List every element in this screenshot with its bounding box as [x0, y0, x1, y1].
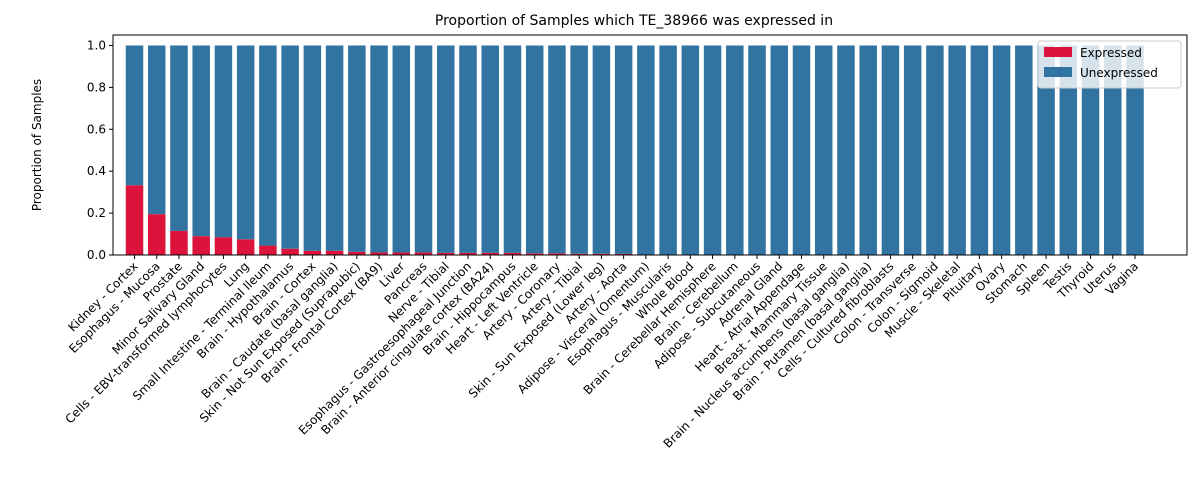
- bar-unexpressed: [192, 45, 210, 237]
- bar-unexpressed: [926, 45, 944, 255]
- bar-unexpressed: [1126, 45, 1144, 255]
- bar-unexpressed: [837, 45, 855, 255]
- bar-unexpressed: [370, 45, 388, 253]
- legend-swatch: [1044, 67, 1072, 77]
- bar-expressed: [325, 250, 344, 255]
- bar-expressed: [525, 253, 544, 255]
- bar-unexpressed: [548, 45, 566, 254]
- bar-unexpressed: [1059, 45, 1078, 255]
- bar-expressed: [303, 250, 322, 255]
- bar-expressed: [281, 248, 299, 255]
- bar-unexpressed: [570, 45, 588, 254]
- bar-unexpressed: [259, 45, 277, 246]
- legend: Expressed Unexpressed: [1037, 40, 1182, 89]
- bar-unexpressed: [437, 45, 455, 253]
- bar-unexpressed: [392, 45, 411, 253]
- bar-unexpressed: [770, 45, 789, 255]
- bar-unexpressed: [703, 45, 722, 255]
- bar-expressed: [125, 185, 144, 255]
- bar-expressed: [570, 253, 588, 255]
- bar-expressed: [592, 253, 611, 255]
- bar-unexpressed: [414, 45, 433, 253]
- bar-unexpressed: [1015, 45, 1033, 255]
- bar-unexpressed: [281, 45, 299, 249]
- legend-box: [1037, 40, 1182, 89]
- y-tick-label: 1.0: [87, 38, 106, 52]
- bar-expressed: [459, 252, 477, 255]
- y-axis: 0.0 0.2 0.4 0.6 0.8 1.0: [87, 38, 113, 262]
- bar-unexpressed: [792, 45, 811, 255]
- y-tick-label: 0.2: [87, 206, 106, 220]
- y-tick-label: 0.4: [87, 164, 106, 178]
- y-tick-label: 0.6: [87, 122, 106, 136]
- bar-unexpressed: [459, 45, 477, 253]
- y-tick-label: 0.0: [87, 248, 106, 262]
- bar-expressed: [548, 253, 566, 255]
- bar-unexpressed: [125, 45, 144, 186]
- y-axis-title: Proportion of Samples: [30, 79, 44, 211]
- bar-unexpressed: [859, 45, 877, 255]
- bar-expressed: [192, 236, 210, 255]
- bar-unexpressed: [348, 45, 366, 252]
- bar-unexpressed: [881, 45, 900, 255]
- bar-unexpressed: [726, 45, 744, 255]
- bar-expressed: [214, 237, 233, 255]
- bar-unexpressed: [681, 45, 700, 255]
- bar-unexpressed: [659, 45, 677, 255]
- bar-unexpressed: [303, 45, 322, 251]
- bar-expressed: [170, 230, 188, 255]
- bar-unexpressed: [170, 45, 188, 231]
- bar-unexpressed: [1037, 45, 1055, 255]
- bar-unexpressed: [814, 45, 833, 255]
- bar-unexpressed: [214, 45, 233, 238]
- bar-expressed: [437, 252, 455, 255]
- bar-expressed: [503, 252, 522, 255]
- plot-frame: [112, 34, 1188, 256]
- bar-unexpressed: [637, 45, 655, 255]
- bar-expressed: [147, 214, 166, 255]
- legend-swatch: [1044, 47, 1072, 57]
- bar-unexpressed: [948, 45, 966, 255]
- bar-unexpressed: [614, 45, 633, 254]
- bar-expressed: [414, 252, 433, 255]
- bar-expressed: [392, 252, 411, 255]
- bar-unexpressed: [748, 45, 766, 255]
- y-tick-label: 0.8: [87, 80, 106, 94]
- chart-title: Proportion of Samples which TE_38966 was…: [435, 13, 833, 29]
- bar-expressed: [236, 239, 255, 255]
- bar-expressed: [481, 252, 499, 255]
- bar-unexpressed: [992, 45, 1011, 255]
- bar-unexpressed: [592, 45, 611, 254]
- bar-unexpressed: [147, 45, 166, 215]
- bar-unexpressed: [236, 45, 255, 240]
- bar-unexpressed: [525, 45, 544, 254]
- bar-expressed: [259, 245, 277, 255]
- bar-expressed: [614, 253, 633, 255]
- legend-label: Expressed: [1080, 46, 1142, 60]
- bar-unexpressed: [970, 45, 989, 255]
- legend-label: Unexpressed: [1080, 66, 1158, 80]
- bar-unexpressed: [1104, 45, 1122, 255]
- bars-layer: [125, 45, 1144, 255]
- bar-unexpressed: [503, 45, 522, 253]
- bar-unexpressed: [325, 45, 344, 251]
- bar-expressed: [348, 251, 366, 255]
- bar-unexpressed: [903, 45, 922, 255]
- bar-unexpressed: [1081, 45, 1100, 255]
- bar-unexpressed: [481, 45, 499, 253]
- bar-expressed: [370, 252, 388, 255]
